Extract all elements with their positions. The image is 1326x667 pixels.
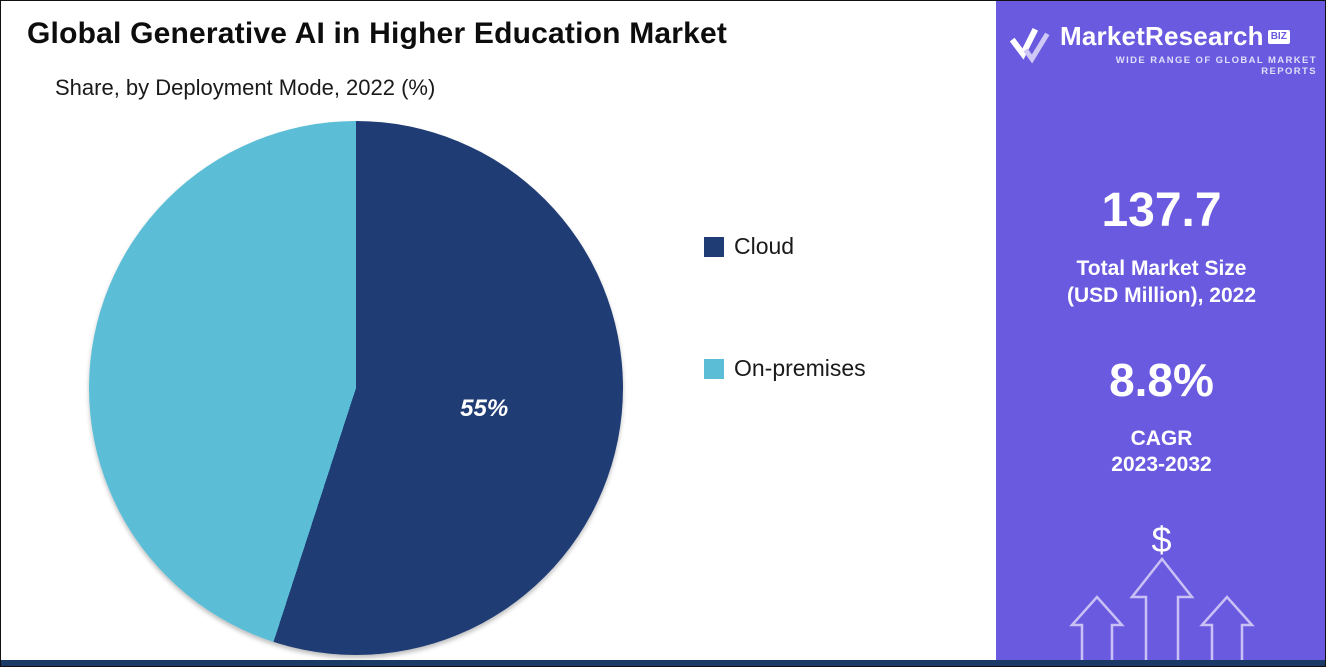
pie-chart: 55% — [89, 121, 623, 655]
brand-name: MarketResearch — [1060, 21, 1264, 51]
legend-label-cloud: Cloud — [734, 233, 795, 259]
market-size-label-line2: (USD Million), 2022 — [1066, 284, 1257, 307]
brand-tagline: WIDE RANGE OF GLOBAL MARKET REPORTS — [1115, 55, 1317, 77]
legend-item-on-premises: On-premises — [704, 355, 866, 382]
legend-swatch-cloud — [704, 236, 724, 257]
sidebar: MarketResearch BIZ WIDE RANGE OF GLOBAL … — [996, 1, 1325, 660]
cagr-label-line1: CAGR — [1130, 427, 1193, 450]
legend-item-cloud: Cloud — [704, 233, 794, 260]
chart-area: Global Generative AI in Higher Education… — [1, 1, 996, 660]
brand-logo: MarketResearch BIZ WIDE RANGE OF GLOBAL … — [996, 1, 1325, 77]
chart-subtitle: Share, by Deployment Mode, 2022 (%) — [55, 75, 436, 100]
growth-arrows-icon — [996, 553, 1325, 660]
double-check-icon — [1009, 26, 1052, 73]
dollar-icon: $ — [1151, 519, 1172, 560]
legend-swatch-on-premises — [704, 358, 724, 379]
legend-label-on-premises: On-premises — [734, 355, 866, 381]
brand-suffix-badge: BIZ — [1267, 29, 1290, 44]
cagr-label-line2: 2023-2032 — [1111, 453, 1212, 476]
brand-row: MarketResearch BIZ — [1060, 21, 1317, 52]
market-size-value: 137.7 — [1101, 184, 1222, 237]
logo-text: MarketResearch BIZ WIDE RANGE OF GLOBAL … — [1060, 21, 1317, 77]
chart-title: Global Generative AI in Higher Education… — [27, 17, 728, 50]
bottom-bar — [1, 660, 1325, 666]
cagr-value: 8.8% — [1109, 354, 1214, 406]
pie-slice-label-cloud: 55% — [460, 395, 509, 423]
market-size-label-line1: Total Market Size — [1076, 257, 1247, 280]
